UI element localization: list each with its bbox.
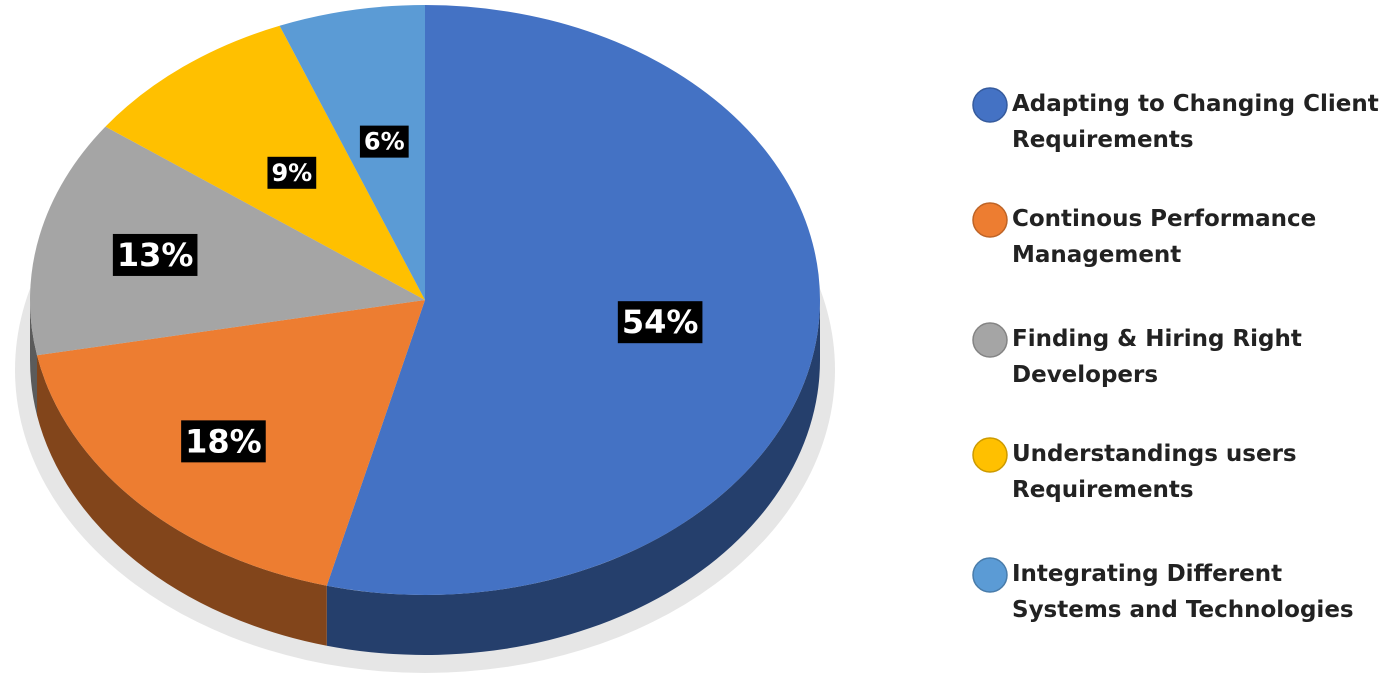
legend-marker: [972, 322, 1008, 358]
legend-marker: [972, 557, 1008, 593]
value-label: 18%: [185, 422, 262, 460]
slice-side: [326, 300, 820, 656]
value-label-group: 13%: [112, 233, 198, 276]
legend-label: Understandings users Requirements: [1012, 441, 1297, 503]
value-label: 13%: [117, 236, 194, 274]
legend-marker: [972, 437, 1008, 473]
value-label-group: 18%: [181, 420, 266, 463]
value-label-box: [112, 233, 198, 276]
slice: [30, 126, 426, 356]
value-label-box: [267, 156, 317, 189]
slice-side: [36, 355, 327, 646]
value-label-box: [359, 125, 409, 158]
legend-label: Continous Performance Management: [1012, 206, 1317, 268]
value-label-box: [181, 420, 266, 463]
value-label-group: 9%: [267, 156, 317, 189]
value-label: 9%: [271, 159, 312, 187]
slice: [326, 5, 820, 595]
value-label-box: [617, 301, 703, 344]
slice: [105, 25, 425, 300]
slice-side: [30, 300, 37, 416]
value-label: 54%: [622, 303, 699, 341]
value-label: 6%: [364, 128, 405, 156]
legend-label: Adapting to Changing Client Requirements: [1012, 91, 1379, 153]
value-label-group: 54%: [617, 301, 703, 344]
legend-label: Integrating Different Systems and Techno…: [1012, 561, 1354, 623]
legend-label: Finding & Hiring Right Developers: [1012, 326, 1302, 388]
legend-marker: [972, 202, 1008, 238]
legend-marker: [972, 87, 1008, 123]
slice: [279, 5, 425, 300]
value-label-group: 6%: [359, 125, 409, 158]
